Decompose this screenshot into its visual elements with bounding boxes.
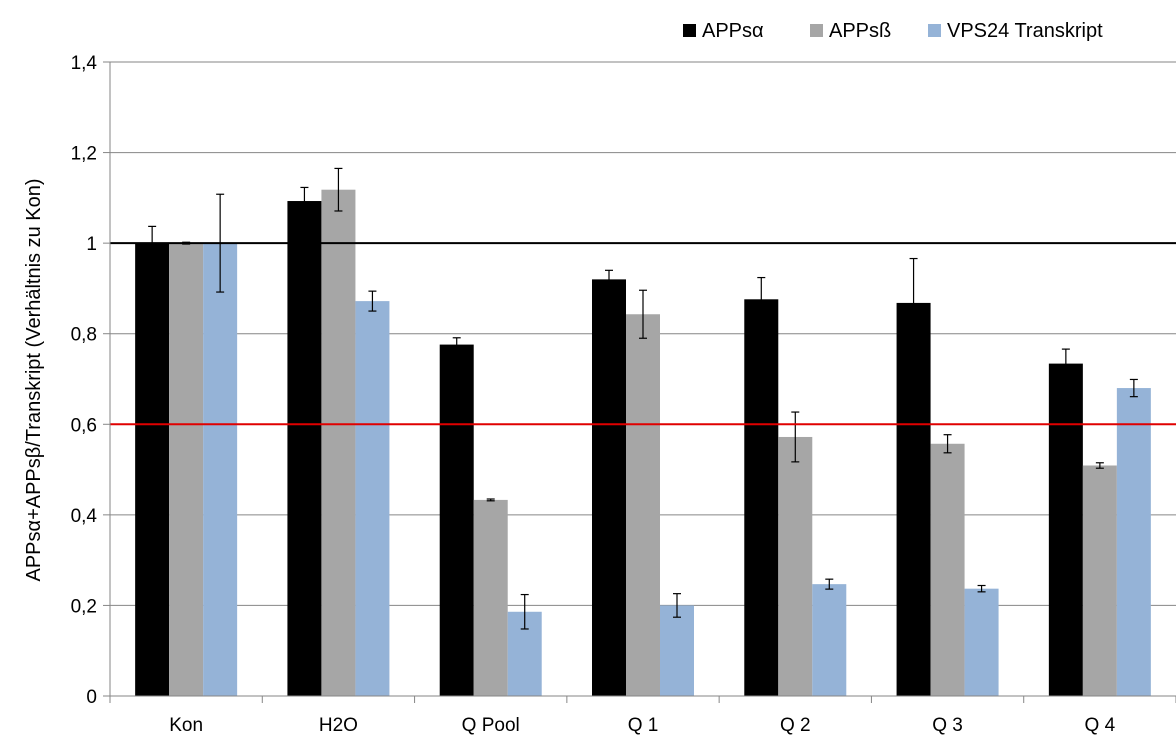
x-tick-label: Q 1 [628,715,659,736]
bar [355,301,390,696]
bar [1116,388,1151,696]
legend: APPsα APPsß VPS24 Transkript [683,20,1103,42]
bar [1082,465,1117,696]
y-tick-label: 0,2 [71,596,97,617]
legend-label: VPS24 Transkript [947,20,1103,42]
bar [203,243,238,696]
reference-lines [110,242,1176,426]
bar [169,243,204,696]
bar [135,243,170,696]
bar [964,588,999,696]
x-tick-label: H2O [319,715,358,736]
bar [896,302,931,696]
y-tick-label: 0,8 [71,325,97,346]
y-tick-label: 0,4 [71,506,98,527]
legend-label: APPsß [829,20,891,42]
y-tick-label: 1,4 [71,53,98,74]
bar [778,436,813,696]
bar [812,584,847,696]
legend-label: APPsα [702,20,764,42]
bar [744,299,779,696]
x-tick-label: Q 2 [780,715,811,736]
axes: 0 0,2 0,4 0,6 0,8 1 1,2 1,4 Kon H2O Q Pool Q 1 Q 2 Q … [71,53,1176,736]
bar [592,279,626,696]
legend-swatch [810,24,823,37]
bars [135,167,1151,696]
bar [439,344,474,696]
bar [473,499,508,696]
bar [287,201,322,696]
x-tick-label: Q 4 [1085,715,1116,736]
bar [660,605,694,696]
y-tick-label: 0,6 [71,415,97,436]
legend-swatch [683,24,696,37]
x-tick-label: Kon [169,715,203,736]
bar [321,189,356,696]
x-tick-label: Q Pool [462,715,520,736]
y-tick-label: 0 [86,687,97,708]
y-axis-label: APPsα+APPsβ/Transkript (Verhältnis zu Ko… [23,178,45,581]
y-tick-label: 1,2 [71,144,97,165]
x-tick-label: Q 3 [932,715,963,736]
bar [1048,363,1083,696]
bar [626,314,660,696]
bar [930,443,965,696]
legend-swatch [928,24,941,37]
y-tick-label: 1 [86,234,97,255]
